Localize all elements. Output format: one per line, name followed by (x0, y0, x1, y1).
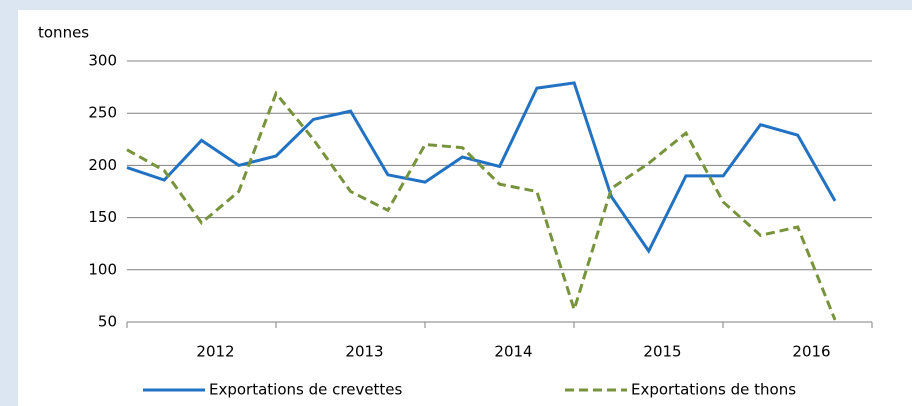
x-tick-label: 2014 (494, 343, 532, 361)
y-tick-label: 50 (98, 313, 117, 331)
x-tick-label: 2015 (643, 343, 681, 361)
y-tick-label: 150 (88, 208, 117, 226)
y-axis-label: tonnes (38, 24, 89, 42)
legend-label: Exportations de thons (631, 381, 796, 399)
x-tick-label: 2012 (196, 343, 234, 361)
series-line (126, 81, 837, 254)
x-tick-label: 2013 (345, 343, 383, 361)
y-tick-label: 300 (88, 52, 117, 70)
y-tick-label: 200 (88, 156, 117, 174)
y-tick-label: 250 (88, 104, 117, 122)
legend-label: Exportations de crevettes (209, 381, 403, 399)
series-line (126, 90, 837, 321)
y-tick-label: 100 (88, 260, 117, 278)
x-tick-label: 2016 (792, 343, 830, 361)
plot-background (18, 10, 912, 406)
